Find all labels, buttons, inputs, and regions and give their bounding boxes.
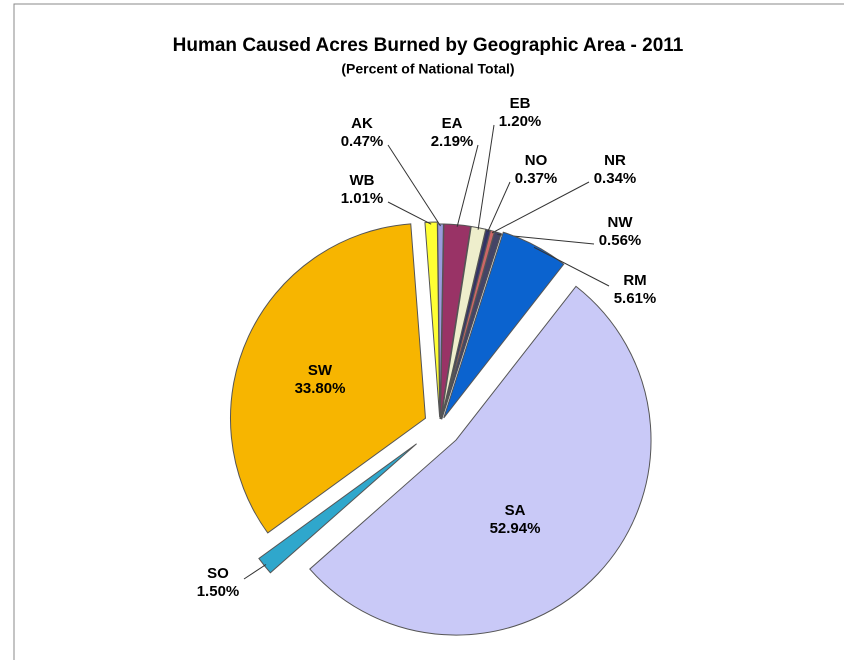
slice-label-name: AK <box>351 115 373 132</box>
slice-label-value: 5.61% <box>614 290 657 307</box>
slice-label-name: SA <box>505 502 526 519</box>
slice-label-value: 2.19% <box>431 133 474 150</box>
slice-label-value: 1.01% <box>341 190 384 207</box>
slice-label-name: NR <box>604 152 626 169</box>
slice-label-name: WB <box>350 172 375 189</box>
leader-line <box>533 246 610 287</box>
slice-label-value: 0.37% <box>515 170 558 187</box>
slice-label-value: 52.94% <box>490 520 541 537</box>
leader-line <box>487 181 511 233</box>
pie-slice <box>441 230 502 420</box>
slice-label-value: 1.50% <box>197 583 240 600</box>
pie-slice <box>424 221 441 418</box>
chart-subtitle: (Percent of National Total) <box>341 61 514 77</box>
leader-line <box>491 181 590 234</box>
slice-label-name: NW <box>608 214 634 231</box>
slice-label-name: SO <box>207 565 229 582</box>
chart-title: Human Caused Acres Burned by Geographic … <box>173 35 684 56</box>
leader-line <box>243 564 267 580</box>
slice-label-name: EA <box>442 115 463 132</box>
slice-label-name: SW <box>308 362 333 379</box>
slice-label-value: 33.80% <box>295 380 346 397</box>
pie-slice <box>230 223 426 534</box>
leader-line <box>456 144 479 227</box>
slice-label-value: 1.20% <box>499 113 542 130</box>
slice-label-value: 0.56% <box>599 232 642 249</box>
slice-label-name: EB <box>510 95 531 112</box>
pie-slice <box>309 285 652 636</box>
slice-label-name: NO <box>525 152 548 169</box>
slice-label-value: 0.47% <box>341 133 384 150</box>
pie-slice <box>443 231 565 419</box>
slice-label-name: RM <box>623 272 646 289</box>
leader-line <box>387 201 432 225</box>
leader-line <box>477 124 495 230</box>
pie-slice <box>437 223 444 420</box>
slice-label-value: 0.34% <box>594 170 637 187</box>
leader-line <box>387 144 441 227</box>
